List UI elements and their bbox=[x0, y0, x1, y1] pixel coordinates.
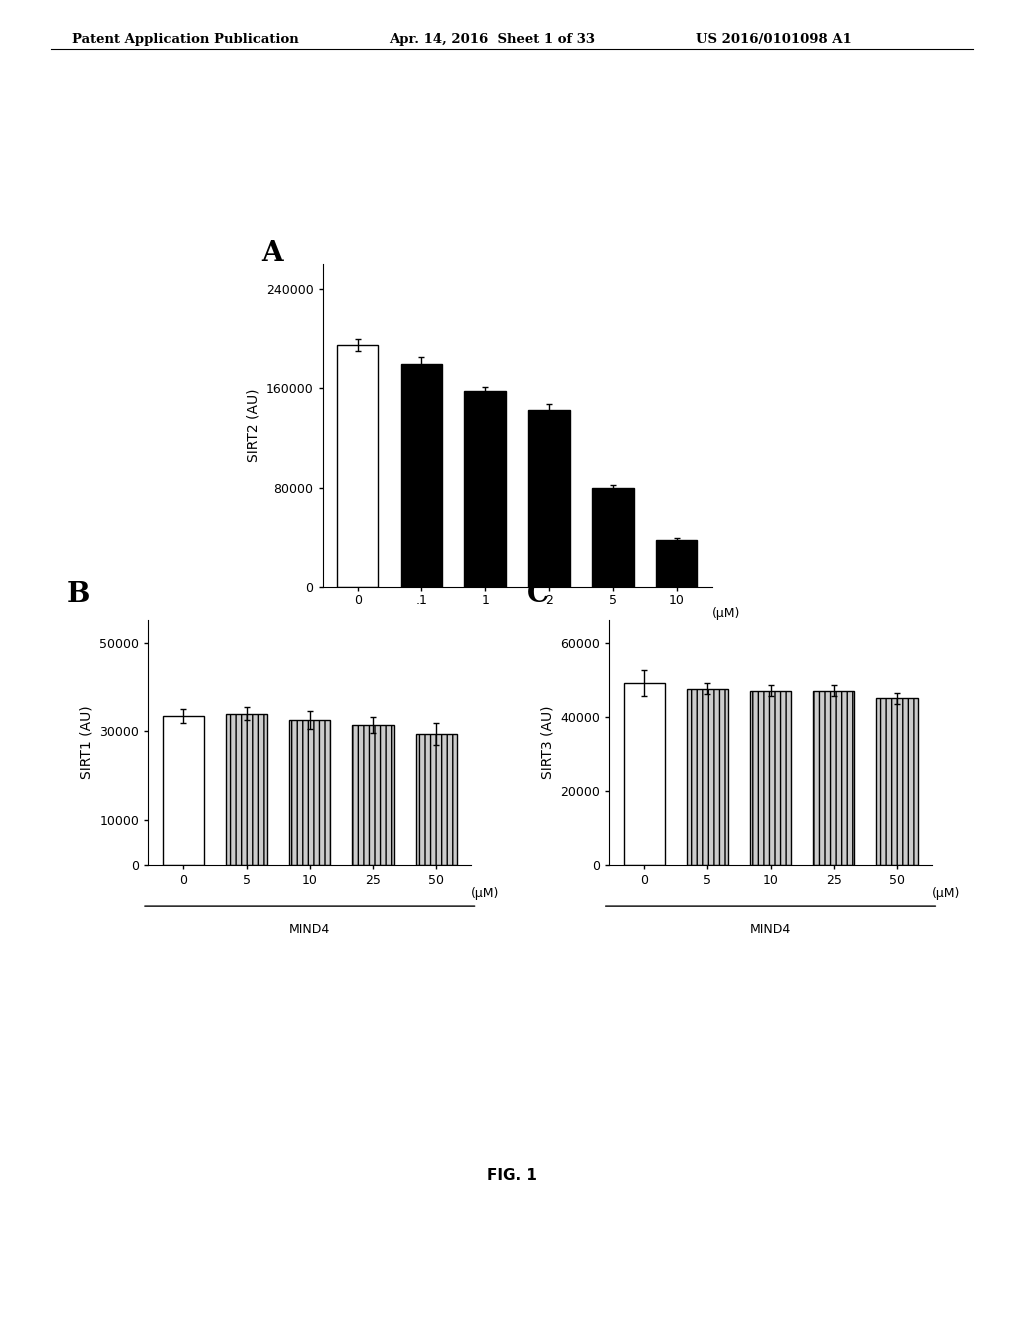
Bar bbox=[687, 689, 728, 865]
Y-axis label: SIRT1 (AU): SIRT1 (AU) bbox=[80, 706, 94, 779]
Text: (μM): (μM) bbox=[932, 887, 961, 899]
Y-axis label: SIRT3 (AU): SIRT3 (AU) bbox=[541, 706, 555, 779]
Bar bbox=[226, 714, 267, 865]
Text: (μM): (μM) bbox=[471, 887, 500, 899]
Text: MIND4: MIND4 bbox=[750, 923, 792, 936]
Text: Apr. 14, 2016  Sheet 1 of 33: Apr. 14, 2016 Sheet 1 of 33 bbox=[389, 33, 595, 46]
Bar bbox=[528, 409, 569, 587]
Bar bbox=[877, 698, 918, 865]
Bar bbox=[400, 363, 442, 587]
Bar bbox=[813, 690, 854, 865]
Text: C: C bbox=[527, 581, 549, 607]
Text: (μM): (μM) bbox=[712, 607, 740, 620]
Bar bbox=[750, 690, 792, 865]
Text: A: A bbox=[261, 240, 283, 267]
Y-axis label: SIRT2 (AU): SIRT2 (AU) bbox=[246, 389, 260, 462]
Bar bbox=[592, 488, 634, 587]
Bar bbox=[655, 540, 697, 587]
Text: FIG. 1: FIG. 1 bbox=[487, 1168, 537, 1183]
Bar bbox=[289, 721, 331, 865]
Bar bbox=[337, 345, 379, 587]
Text: Patent Application Publication: Patent Application Publication bbox=[72, 33, 298, 46]
Bar bbox=[624, 684, 665, 865]
Bar bbox=[465, 391, 506, 587]
Text: B: B bbox=[67, 581, 90, 607]
Bar bbox=[416, 734, 457, 865]
Text: MIND4: MIND4 bbox=[289, 923, 331, 936]
Bar bbox=[163, 715, 204, 865]
Text: US 2016/0101098 A1: US 2016/0101098 A1 bbox=[696, 33, 852, 46]
Bar bbox=[352, 725, 393, 865]
